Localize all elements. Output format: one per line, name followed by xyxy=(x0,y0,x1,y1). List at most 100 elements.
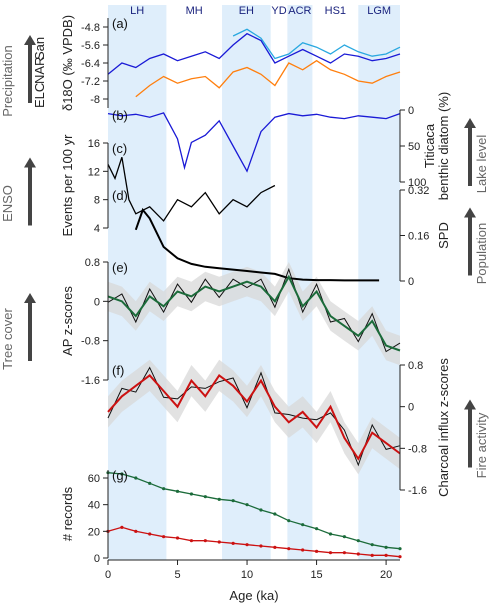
axes xyxy=(103,18,405,565)
point-g-0-16 xyxy=(328,532,333,536)
period-label-mh: MH xyxy=(186,5,203,17)
y-tick-label-c-2: 12 xyxy=(88,166,100,178)
legend-elc: ELC xyxy=(32,83,47,108)
side-arrowhead-d xyxy=(464,207,476,218)
panel-label-g: (g) xyxy=(112,468,128,483)
series-c-0 xyxy=(107,156,276,222)
period-label-hs1: HS1 xyxy=(325,5,346,17)
side-label-b: Lake level xyxy=(474,135,489,194)
y-tick-label-c-1: 8 xyxy=(94,195,100,207)
point-g-0-17 xyxy=(342,535,346,539)
data-series xyxy=(106,28,402,559)
point-g-0-15 xyxy=(314,527,319,531)
side-arrowhead-a xyxy=(24,35,36,45)
x-tick-label-1: 5 xyxy=(174,569,180,581)
axis-labels: -8 -7.2 -6.4 -5.6 -4.8 (a) δ18O (‰ VPDB) Precip… xyxy=(0,15,489,603)
y-tick-label-a-1: -7.2 xyxy=(81,76,100,88)
y-tick-label-b-2: 100 xyxy=(408,177,426,189)
period-label-lgm: LGM xyxy=(367,5,391,17)
uncertainty-envelopes xyxy=(108,262,400,475)
y-tick-label-d-0: 0 xyxy=(408,276,414,288)
point-g-1-3 xyxy=(148,532,152,536)
legend-san: San xyxy=(32,37,47,60)
y-tick-label-f-3: -1.6 xyxy=(408,485,427,497)
point-g-0-4 xyxy=(162,487,166,491)
series-g-0 xyxy=(107,472,401,550)
point-g-1-17 xyxy=(342,551,346,555)
series-f-0 xyxy=(107,373,401,461)
series-a-nar xyxy=(135,59,401,98)
period-band-lh xyxy=(108,5,167,560)
point-g-0-9 xyxy=(231,499,235,503)
panel-label-a: (a) xyxy=(112,16,128,31)
point-g-1-20 xyxy=(384,553,388,557)
y-label-b: benthic diatom (%) xyxy=(436,92,451,200)
y-tick-label-f-0: 0.8 xyxy=(408,360,423,372)
point-g-0-20 xyxy=(384,545,388,549)
period-labels: LH MH EH YD ACR HS1 LGM xyxy=(130,5,391,17)
point-g-0-11 xyxy=(259,508,263,512)
period-label-acr: ACR xyxy=(288,5,311,17)
side-arrowhead-b xyxy=(464,118,476,128)
y-tick-label-f-1: 0 xyxy=(408,402,414,414)
point-g-1-12 xyxy=(273,545,277,549)
series-g-1 xyxy=(107,526,401,558)
side-label-e: Tree cover xyxy=(0,308,15,370)
series-b-0 xyxy=(107,112,401,173)
series-d-0 xyxy=(134,207,380,282)
point-g-0-2 xyxy=(134,476,138,480)
side-label-a: Precipitation xyxy=(0,45,15,117)
y-label2-b: Titicaca xyxy=(422,123,437,168)
y-label-f: Charcoal influx z-scores xyxy=(436,358,451,497)
point-g-0-21 xyxy=(398,547,402,551)
side-label-d: Population xyxy=(474,223,489,284)
point-g-0-5 xyxy=(175,489,180,493)
point-g-0-14 xyxy=(301,523,305,527)
y-tick-label-f-2: -0.8 xyxy=(408,443,427,455)
series-a-elc xyxy=(107,32,401,75)
y-tick-label-e-3: -1.6 xyxy=(81,375,100,387)
point-g-0-19 xyxy=(370,543,374,547)
y-label-g: # records xyxy=(60,486,75,541)
point-g-1-2 xyxy=(134,529,138,533)
y-tick-label-d-1: 0.16 xyxy=(408,231,429,243)
point-g-0-3 xyxy=(148,481,152,485)
y-tick-label-a-0: -8 xyxy=(90,94,100,106)
y-tick-label-g-0: 0 xyxy=(94,553,100,565)
point-g-0-12 xyxy=(273,512,277,516)
legend-nar: NAR xyxy=(32,57,47,84)
x-tick-label-3: 15 xyxy=(310,569,322,581)
y-tick-label-e-0: 0.8 xyxy=(85,257,100,269)
point-g-1-14 xyxy=(301,548,305,552)
panel-label-d: (d) xyxy=(112,188,128,203)
period-band-lgm xyxy=(358,5,400,560)
point-g-0-1 xyxy=(120,472,124,476)
period-label-yd: YD xyxy=(271,5,286,17)
point-g-1-4 xyxy=(162,535,166,539)
y-tick-label-e-2: -0.8 xyxy=(81,336,100,348)
point-g-1-7 xyxy=(203,539,207,543)
series-a-san xyxy=(232,28,401,60)
envelope-f xyxy=(108,359,400,475)
point-g-0-8 xyxy=(217,497,221,501)
point-g-1-10 xyxy=(245,543,249,547)
point-g-1-16 xyxy=(328,551,333,555)
y-tick-label-d-2: 0.32 xyxy=(408,185,429,197)
point-g-1-5 xyxy=(175,536,180,540)
y-tick-label-g-1: 20 xyxy=(88,526,100,538)
point-g-0-7 xyxy=(203,495,207,499)
point-g-1-21 xyxy=(398,555,402,559)
y-tick-label-a-3: -5.6 xyxy=(81,40,100,52)
y-label-d: SPD xyxy=(436,222,451,249)
point-g-1-1 xyxy=(120,525,124,529)
y-label-c: Events per 100 yr xyxy=(60,134,75,237)
point-g-1-18 xyxy=(356,552,360,556)
point-g-0-18 xyxy=(356,539,360,543)
panel-label-c: (c) xyxy=(112,141,127,156)
y-tick-label-a-2: -6.4 xyxy=(81,58,100,70)
point-g-1-13 xyxy=(287,547,291,551)
point-g-0-13 xyxy=(287,519,291,523)
y-tick-label-e-1: 0 xyxy=(94,296,100,308)
point-g-1-9 xyxy=(231,541,235,545)
